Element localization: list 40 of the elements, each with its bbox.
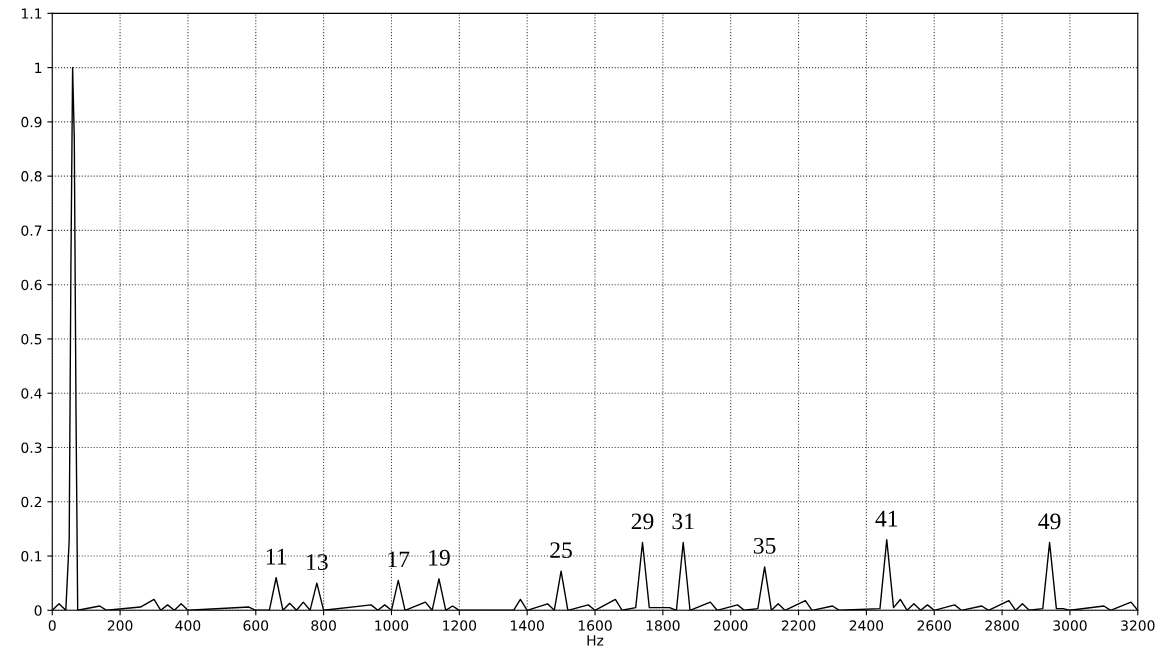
x-axis-title: Hz bbox=[587, 635, 604, 646]
x-tick-label: 2200 bbox=[781, 620, 816, 631]
annotation: 31 bbox=[672, 513, 694, 530]
y-tick-label: 0.3 bbox=[21, 442, 42, 453]
y-tick-label: 0.2 bbox=[21, 496, 42, 508]
x-tick-label: 3200 bbox=[1121, 620, 1155, 631]
annotation: 25 bbox=[550, 542, 572, 559]
x-tick-label: 1000 bbox=[375, 620, 409, 631]
x-tick-label: 400 bbox=[175, 620, 201, 631]
x-tick-label: 1800 bbox=[646, 620, 680, 631]
x-tick-label: 3000 bbox=[1053, 620, 1087, 631]
y-tick-label: 0.9 bbox=[21, 116, 42, 128]
annotation: 17 bbox=[388, 551, 410, 568]
x-tick-label: 0 bbox=[48, 620, 56, 631]
annotation: 35 bbox=[753, 537, 776, 554]
y-tick-label: 0.4 bbox=[21, 388, 42, 399]
y-tick-label: 0.8 bbox=[21, 171, 42, 182]
annotation: 41 bbox=[875, 510, 898, 527]
y-tick-label: 1 bbox=[35, 62, 42, 73]
x-tick-label: 2400 bbox=[849, 620, 884, 631]
x-tick-label: 1200 bbox=[443, 620, 477, 631]
y-tick-label: 0.1 bbox=[21, 551, 42, 562]
annotation: 11 bbox=[266, 548, 287, 565]
x-tick-label: 2600 bbox=[917, 620, 951, 631]
y-tick-label: 1.1 bbox=[21, 8, 42, 19]
annotation: 29 bbox=[631, 513, 654, 530]
x-tick-label: 200 bbox=[107, 620, 133, 631]
y-tick-label: 0.5 bbox=[21, 333, 42, 345]
y-tick-label: 0.6 bbox=[21, 279, 42, 291]
x-tick-label: 600 bbox=[243, 620, 269, 631]
x-tick-label: 1600 bbox=[578, 620, 612, 631]
x-tick-label: 800 bbox=[311, 620, 336, 631]
annotation: 49 bbox=[1038, 513, 1061, 530]
y-tick-label: 0.7 bbox=[21, 225, 42, 236]
annotation: 13 bbox=[307, 554, 328, 571]
annotation: 19 bbox=[429, 549, 450, 566]
x-tick-label: 2000 bbox=[714, 620, 748, 631]
y-tick-label: 0 bbox=[34, 605, 42, 616]
x-tick-label: 1400 bbox=[511, 620, 544, 631]
x-tick-label: 2800 bbox=[985, 620, 1019, 631]
